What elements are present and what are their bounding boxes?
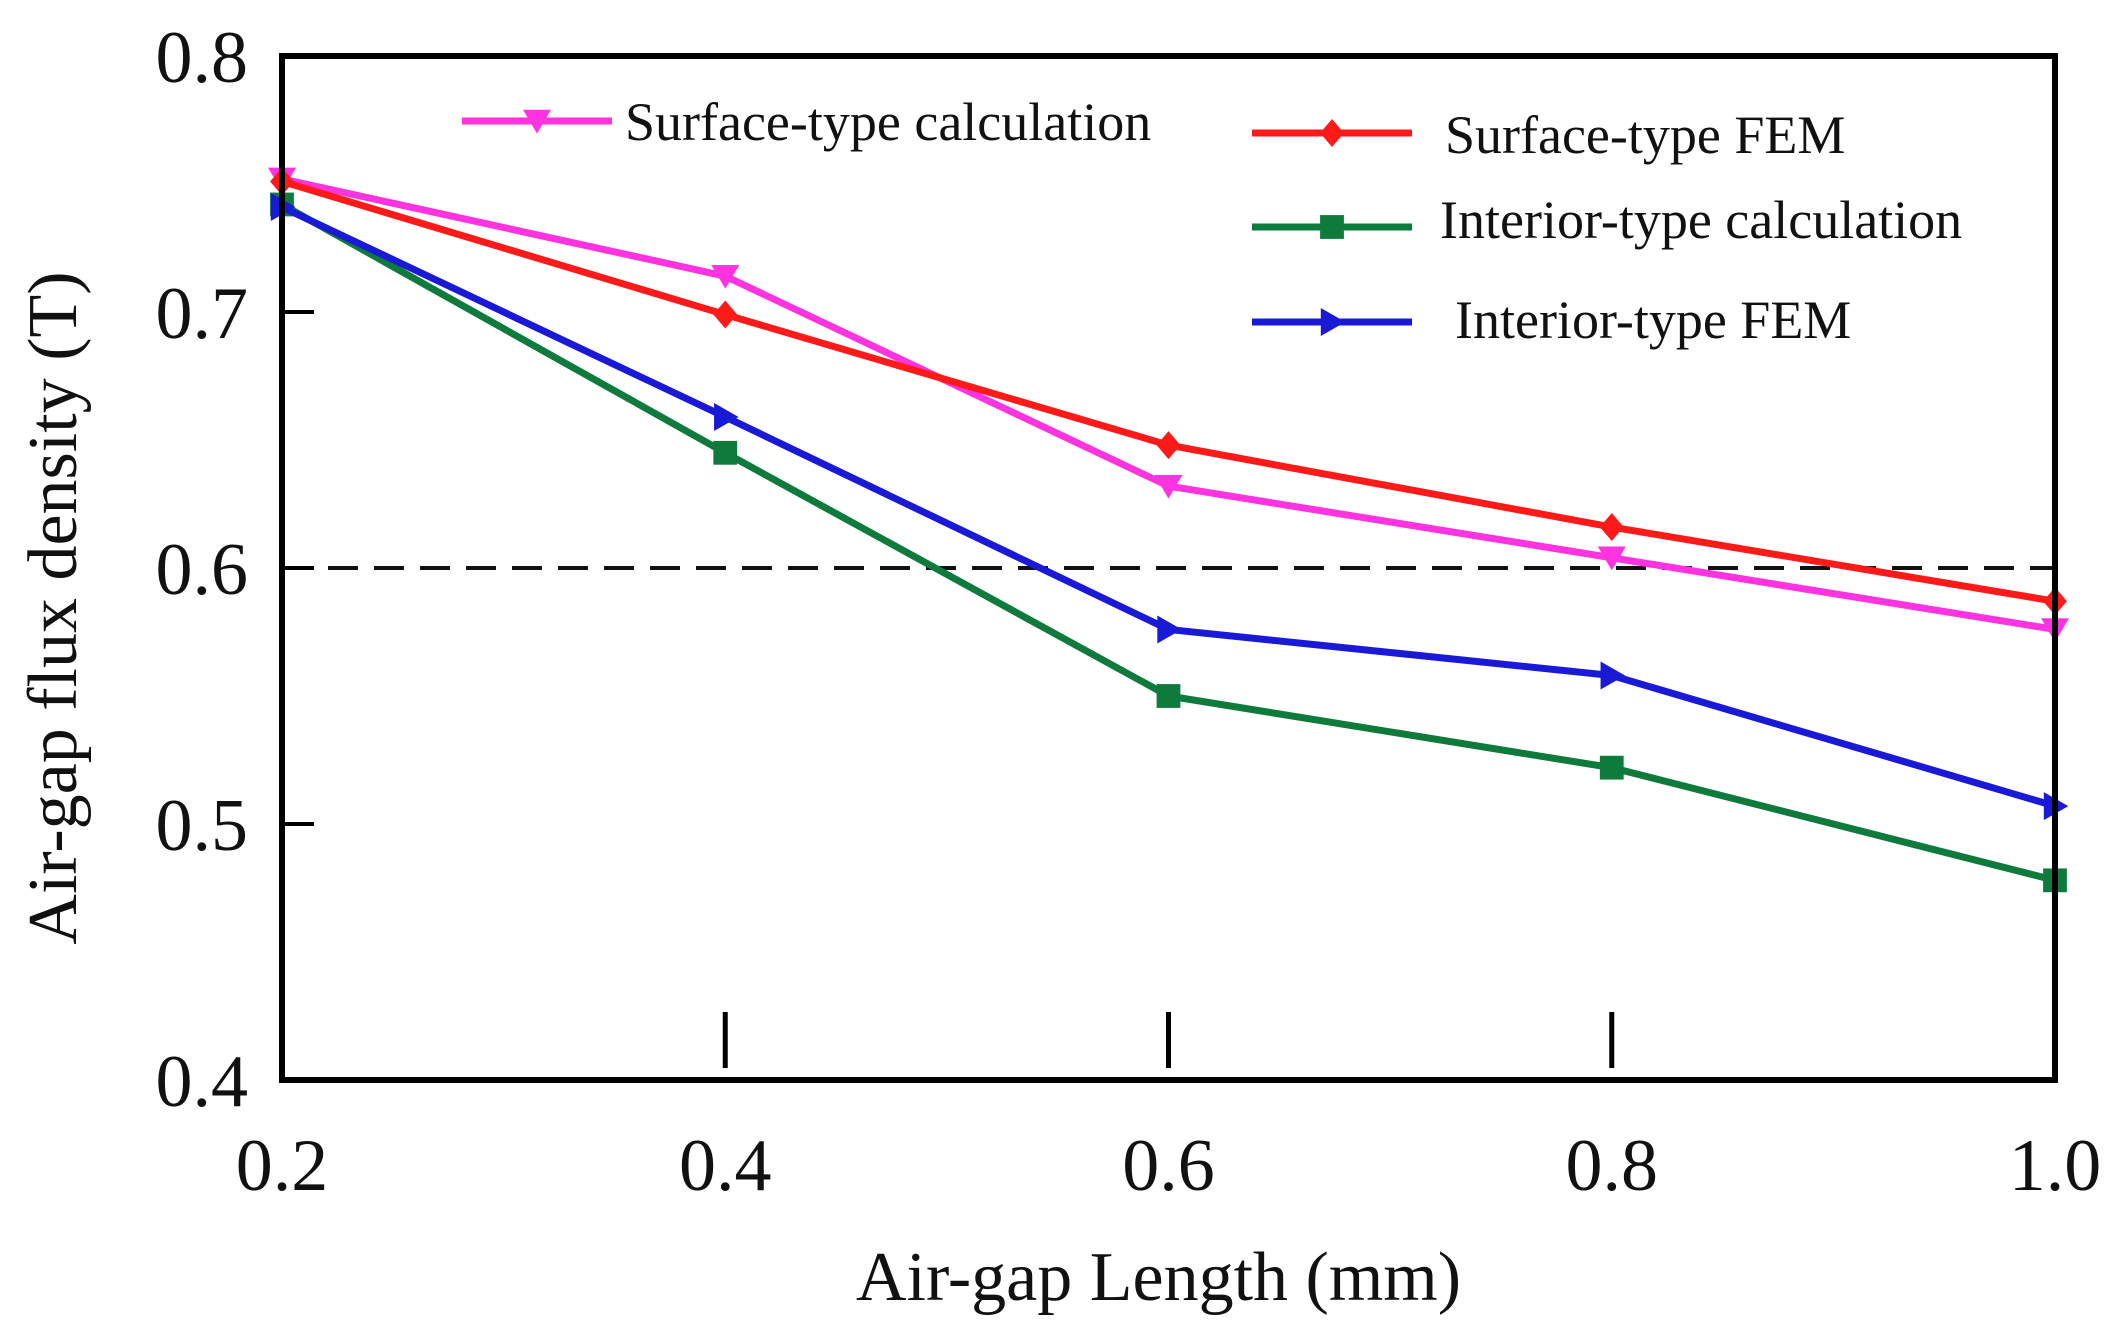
data-point: [713, 440, 738, 465]
legend-item-4: Interior-type FEM: [1252, 290, 1851, 350]
data-point: [711, 264, 740, 289]
y-tick-label: 0.8: [156, 17, 249, 99]
legend-label: Surface-type calculation: [625, 92, 1151, 152]
x-tick-label: 0.4: [679, 1125, 772, 1207]
y-axis-title: Air-gap flux density (T): [15, 271, 92, 944]
legend-item-2: Surface-type FEM: [1252, 105, 1845, 165]
legend-marker: [1320, 308, 1346, 336]
data-point: [1156, 684, 1181, 708]
data-point: [1597, 546, 1626, 571]
x-tick-label: 0.8: [1566, 1125, 1659, 1207]
legend-label: Surface-type FEM: [1445, 105, 1845, 165]
data-point: [1599, 513, 1624, 542]
legend-label: Interior-type FEM: [1455, 290, 1851, 350]
x-tick-label: 1.0: [2009, 1125, 2102, 1207]
data-point: [1154, 474, 1183, 499]
x-axis-title: Air-gap Length (mm): [856, 1239, 1461, 1316]
data-point: [1599, 755, 1624, 780]
data-point: [714, 402, 739, 431]
y-tick-label: 0.5: [156, 785, 249, 867]
legend-marker: [1320, 119, 1344, 147]
legend-marker: [1320, 215, 1344, 239]
legend-item-3: Interior-type calculation: [1252, 190, 1962, 250]
data-point: [1156, 431, 1181, 460]
y-tick-label: 0.7: [156, 273, 249, 355]
y-tick-label: 0.4: [156, 1041, 249, 1123]
legend: Surface-type calculation Surface-type FEM…: [462, 92, 1962, 350]
data-point: [713, 300, 738, 329]
data-point: [1600, 661, 1626, 690]
legend-marker: [523, 109, 551, 134]
data-point: [1157, 615, 1182, 644]
legend-item-1: Surface-type calculation: [462, 92, 1151, 152]
x-tick-label: 0.6: [1122, 1125, 1215, 1207]
legend-label: Interior-type calculation: [1440, 190, 1962, 250]
x-tick-label: 0.2: [236, 1125, 329, 1207]
y-tick-label: 0.6: [156, 529, 249, 611]
